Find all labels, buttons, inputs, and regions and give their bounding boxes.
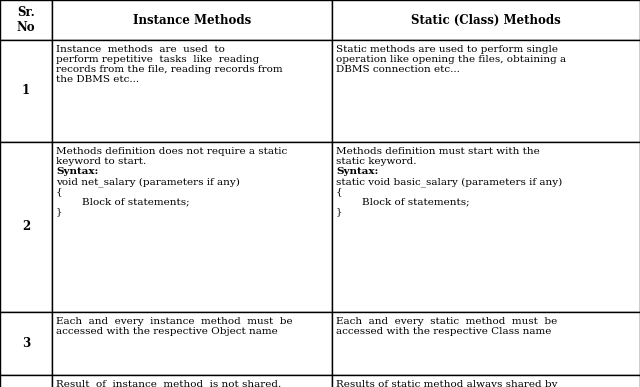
Text: records from the file, reading records from: records from the file, reading records f… — [56, 65, 283, 74]
Bar — [332, 312, 640, 375]
Text: accessed with the respective Object name: accessed with the respective Object name — [56, 327, 278, 336]
Text: void net_salary (parameters if any): void net_salary (parameters if any) — [56, 177, 240, 187]
Text: }: } — [336, 208, 342, 217]
Bar — [52, 312, 332, 375]
Text: Results of static method always shared by: Results of static method always shared b… — [336, 380, 557, 387]
Bar — [0, 40, 52, 142]
Text: Each  and  every  instance  method  must  be: Each and every instance method must be — [56, 317, 292, 326]
Text: Methods definition must start with the: Methods definition must start with the — [336, 147, 540, 156]
Text: Syntax:: Syntax: — [336, 167, 378, 176]
Text: Instance Methods: Instance Methods — [133, 14, 251, 26]
Text: 2: 2 — [22, 221, 30, 233]
Bar — [52, 142, 332, 312]
Bar — [332, 142, 640, 312]
Text: operation like opening the files, obtaining a: operation like opening the files, obtain… — [336, 55, 566, 64]
Bar — [0, 312, 52, 375]
Text: keyword to start.: keyword to start. — [56, 157, 147, 166]
Text: Syntax:: Syntax: — [56, 167, 99, 176]
Text: the DBMS etc...: the DBMS etc... — [56, 75, 139, 84]
Text: static void basic_salary (parameters if any): static void basic_salary (parameters if … — [336, 177, 563, 187]
Text: static keyword.: static keyword. — [336, 157, 417, 166]
Text: Static (Class) Methods: Static (Class) Methods — [411, 14, 561, 26]
Text: {: { — [56, 187, 63, 197]
Text: }: } — [56, 208, 63, 217]
Bar — [332, 40, 640, 142]
Bar — [52, 0, 332, 40]
Text: DBMS connection etc...: DBMS connection etc... — [336, 65, 460, 74]
Text: Result  of  instance  method  is not shared.: Result of instance method is not shared. — [56, 380, 281, 387]
Text: Block of statements;: Block of statements; — [56, 198, 189, 207]
Bar — [0, 0, 52, 40]
Text: Instance  methods  are  used  to: Instance methods are used to — [56, 45, 225, 54]
Text: accessed with the respective Class name: accessed with the respective Class name — [336, 327, 552, 336]
Bar — [332, 0, 640, 40]
Bar — [0, 375, 52, 387]
Bar — [0, 142, 52, 312]
Text: Static methods are used to perform single: Static methods are used to perform singl… — [336, 45, 558, 54]
Bar — [332, 375, 640, 387]
Text: Methods definition does not require a static: Methods definition does not require a st… — [56, 147, 287, 156]
Text: perform repetitive  tasks  like  reading: perform repetitive tasks like reading — [56, 55, 259, 64]
Text: Each  and  every  static  method  must  be: Each and every static method must be — [336, 317, 557, 326]
Bar — [52, 40, 332, 142]
Text: 3: 3 — [22, 337, 30, 350]
Bar — [52, 375, 332, 387]
Text: {: { — [336, 187, 342, 197]
Text: Block of statements;: Block of statements; — [336, 198, 470, 207]
Text: Sr.
No: Sr. No — [17, 6, 35, 34]
Text: 1: 1 — [22, 84, 30, 98]
